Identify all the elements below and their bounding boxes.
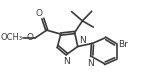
- Text: OCH₃: OCH₃: [0, 33, 22, 42]
- Text: N: N: [88, 59, 94, 68]
- Text: Br: Br: [118, 40, 128, 49]
- Text: O: O: [35, 9, 42, 18]
- Text: O: O: [26, 33, 33, 42]
- Text: N: N: [63, 57, 70, 66]
- Text: N: N: [79, 36, 85, 45]
